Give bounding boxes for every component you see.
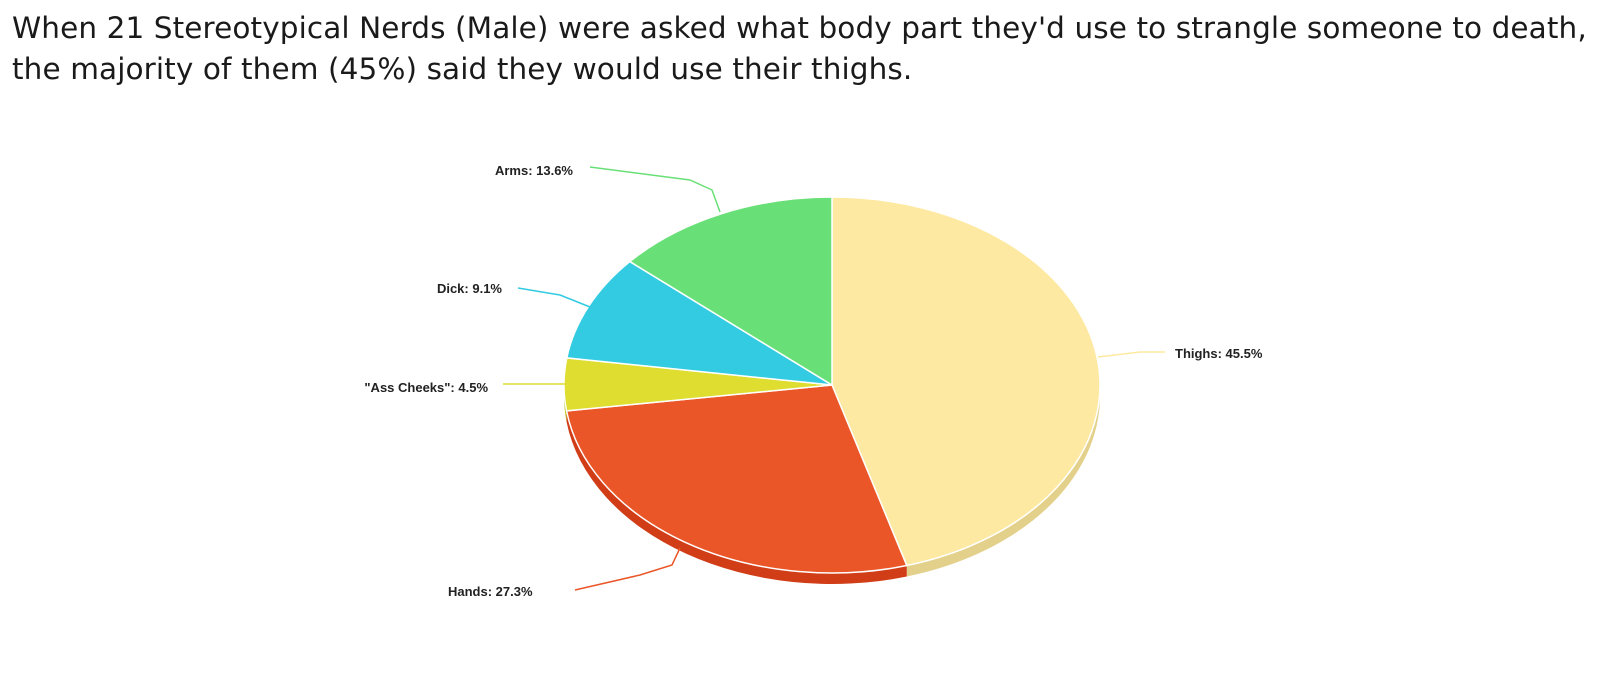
pie-slice-arms[interactable]: [628, 196, 833, 387]
page-title: When 21 Stereotypical Nerds (Male) were …: [12, 11, 1587, 86]
pie-slice-side: [906, 385, 1100, 577]
slice-label: Dick: 9.1%: [437, 281, 502, 296]
slice-label: "Ass Cheeks": 4.5%: [364, 380, 488, 395]
leader-line: [574, 547, 681, 591]
slice-label: Thighs: 45.5%: [1175, 346, 1263, 361]
leader-line: [1097, 351, 1165, 358]
leader-line: [517, 287, 591, 308]
pie-slice-hands[interactable]: [565, 384, 908, 574]
slice-label: Arms: 13.6%: [495, 163, 573, 178]
leader-line: [589, 166, 721, 213]
slice-label: Hands: 27.3%: [448, 584, 533, 599]
pie-slice-thighs[interactable]: [831, 196, 1101, 567]
